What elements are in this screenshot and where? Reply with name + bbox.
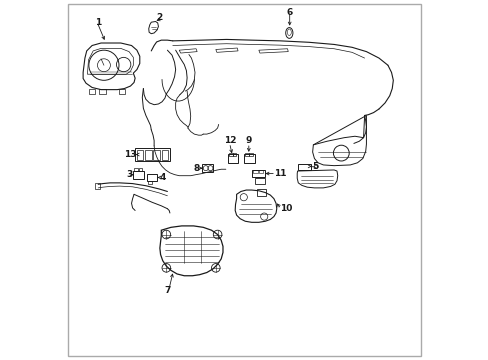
Text: 11: 11: [273, 169, 286, 178]
Bar: [147, 174, 157, 181]
Bar: [255, 178, 265, 184]
Bar: [233, 153, 236, 156]
Text: 1: 1: [95, 18, 101, 27]
Bar: [229, 153, 233, 156]
Bar: [147, 181, 152, 184]
Text: 10: 10: [280, 204, 292, 213]
Bar: [145, 150, 151, 160]
Bar: [228, 154, 238, 163]
Bar: [119, 89, 125, 94]
Bar: [297, 163, 310, 170]
Bar: [252, 170, 264, 177]
Bar: [88, 89, 95, 94]
Bar: [249, 153, 252, 156]
Text: 12: 12: [224, 136, 236, 145]
Bar: [202, 164, 212, 172]
Bar: [257, 189, 265, 196]
Bar: [139, 168, 142, 171]
Bar: [94, 183, 100, 189]
Text: 5: 5: [311, 162, 318, 171]
Bar: [134, 168, 137, 171]
Bar: [258, 170, 263, 173]
Bar: [153, 150, 160, 160]
Bar: [133, 171, 144, 179]
Bar: [253, 170, 257, 173]
Text: 13: 13: [124, 150, 137, 159]
Text: 4: 4: [159, 173, 165, 182]
Text: 3: 3: [126, 170, 132, 179]
Bar: [244, 154, 254, 163]
Bar: [244, 153, 248, 156]
Bar: [99, 89, 105, 94]
Text: 7: 7: [164, 286, 170, 295]
Bar: [162, 150, 168, 160]
Text: 9: 9: [245, 136, 251, 145]
Bar: [137, 150, 143, 160]
Bar: [135, 148, 170, 161]
Text: 2: 2: [156, 13, 162, 22]
Text: 6: 6: [286, 8, 292, 17]
Text: 8: 8: [193, 164, 199, 173]
